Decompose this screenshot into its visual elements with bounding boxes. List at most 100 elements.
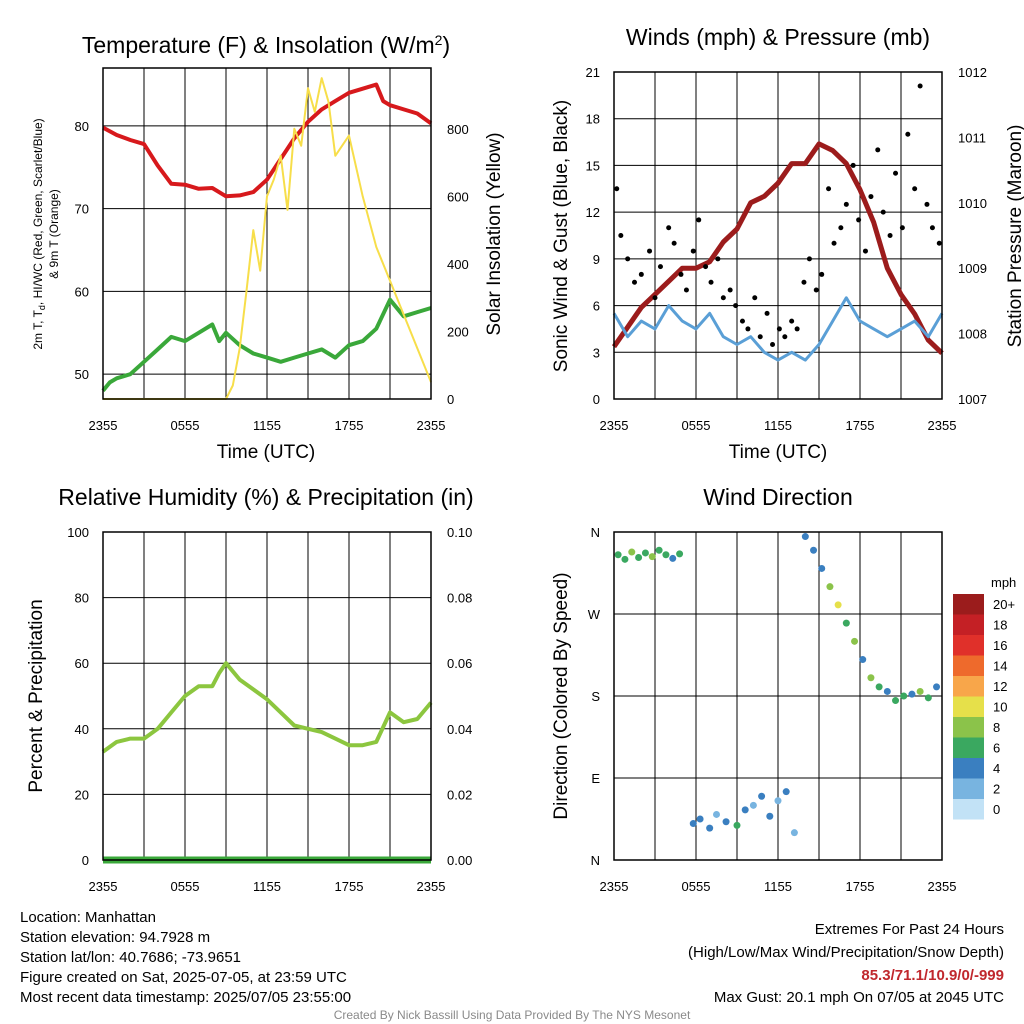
x-tick-label: 2355: [417, 418, 446, 433]
y-tick-label-left: 20: [75, 787, 89, 802]
direction-point: [924, 694, 932, 702]
x-tick-label: 1155: [764, 418, 792, 433]
y-tick-label-right: 200: [447, 324, 469, 339]
legend-label: 12: [993, 679, 1007, 694]
direction-point: [774, 797, 782, 805]
gust-point: [666, 225, 672, 231]
legend-label: 10: [993, 700, 1007, 715]
direction-point: [842, 619, 850, 627]
gust-point: [745, 326, 751, 332]
direction-point: [749, 801, 757, 809]
winds-ylabel-left: Sonic Wind & Gust (Blue, Black): [551, 100, 572, 372]
temperature-ylabel-left-line2: & 9m T (Orange): [47, 189, 61, 279]
gust-point: [929, 225, 935, 231]
y-tick-label-left: 0: [593, 392, 600, 407]
y-tick-label-right: 1009: [958, 261, 987, 276]
winds-xlabel: Time (UTC): [729, 442, 828, 463]
gust-point: [647, 248, 653, 254]
humidity-title: Relative Humidity (%) & Precipitation (i…: [58, 484, 473, 510]
gust-point: [739, 318, 745, 324]
direction-point: [662, 551, 670, 559]
y-tick-label-left: 60: [75, 284, 89, 299]
gust-point: [917, 83, 923, 89]
legend-label: 20+: [993, 597, 1015, 612]
gust-point: [826, 186, 832, 192]
legend-swatch: [953, 758, 984, 779]
recent-data-text: Most recent data timestamp: 2025/07/05 2…: [20, 989, 351, 1006]
gust-point: [776, 326, 782, 332]
direction-point: [733, 821, 741, 829]
y-tick-label-right: 0.08: [447, 591, 472, 606]
direction-point: [790, 829, 798, 837]
gust-point: [862, 248, 868, 254]
legend-label: 4: [993, 761, 1000, 776]
pressure-ylabel-right: Station Pressure (Maroon): [1005, 125, 1024, 348]
winds-panel: Winds (mph) & Pressure (mb) 2355 0555 1155…: [551, 24, 1024, 463]
footer-left: Location: Manhattan Station elevation: 9…: [20, 909, 351, 1006]
direction-point: [766, 812, 774, 820]
direction-point: [851, 637, 859, 645]
y-tick-label-right: 1012: [958, 65, 987, 80]
y-tick-label-left: 12: [586, 205, 600, 220]
legend-label: 0: [993, 802, 1000, 817]
gust-point: [733, 303, 739, 309]
legend-swatch: [953, 799, 984, 820]
direction-point: [810, 546, 818, 554]
x-tick-label: 2355: [928, 418, 957, 433]
direction-point: [818, 564, 826, 572]
legend-swatch: [953, 655, 984, 676]
x-tick-label: 1755: [846, 879, 875, 894]
legend-swatch: [953, 737, 984, 758]
gust-point: [875, 147, 881, 153]
direction-plot-frame: [613, 531, 943, 861]
y-tick-label-left: 9: [593, 252, 600, 267]
y-tick-label-right: 800: [447, 122, 469, 137]
max-gust-text: Max Gust: 20.1 mph On 07/05 at 2045 UTC: [714, 989, 1004, 1006]
direction-point: [676, 550, 684, 558]
direction-point: [867, 674, 875, 682]
x-tick-label: 0555: [171, 879, 200, 894]
y-tick-label-right: 0.10: [447, 525, 472, 540]
y-tick-label-left: 60: [75, 656, 89, 671]
x-tick-label: 2355: [600, 879, 629, 894]
temperature-xlabel: Time (UTC): [217, 442, 316, 463]
temperature-plot-frame: [102, 67, 432, 400]
y-tick-label-left: 21: [586, 65, 600, 80]
winds-title: Winds (mph) & Pressure (mb): [626, 24, 930, 50]
direction-point: [741, 806, 749, 814]
direction-point: [689, 820, 697, 828]
gust-point: [794, 326, 800, 332]
x-tick-label: 2355: [600, 418, 629, 433]
direction-point: [706, 824, 714, 832]
gust-point: [905, 131, 911, 137]
temperature-panel: Temperature (F) & Insolation (W/m2) 2355…: [31, 32, 505, 463]
direction-point: [696, 815, 704, 823]
extremes-heading: Extremes For Past 24 Hours: [815, 921, 1004, 938]
direction-point: [641, 549, 649, 557]
gust-point: [850, 162, 856, 168]
gust-point: [813, 287, 819, 293]
pressure-line: [611, 141, 944, 356]
gust-point: [638, 271, 644, 277]
footer-right: Extremes For Past 24 Hours (High/Low/Max…: [688, 921, 1004, 1006]
insolation-ylabel-right: Solar Insolation (Yellow): [484, 132, 505, 335]
x-tick-label: 1155: [253, 879, 281, 894]
gust-point: [625, 256, 631, 262]
gust-point: [789, 318, 795, 324]
direction-title: Wind Direction: [703, 484, 853, 510]
gust-point: [924, 201, 930, 207]
legend-swatch: [953, 676, 984, 697]
gust-point: [752, 295, 758, 301]
legend-swatch: [953, 696, 984, 717]
gust-point: [696, 217, 702, 223]
y-tick-label-left: E: [591, 771, 600, 786]
x-tick-label: 1755: [846, 418, 875, 433]
direction-point: [669, 554, 677, 562]
y-tick-label-right: 0: [447, 392, 454, 407]
legend-swatch: [953, 594, 984, 615]
legend-label: 16: [993, 638, 1007, 653]
y-tick-label-right: 1008: [958, 327, 987, 342]
x-tick-label: 2355: [417, 879, 446, 894]
y-tick-label-left: 100: [67, 525, 89, 540]
